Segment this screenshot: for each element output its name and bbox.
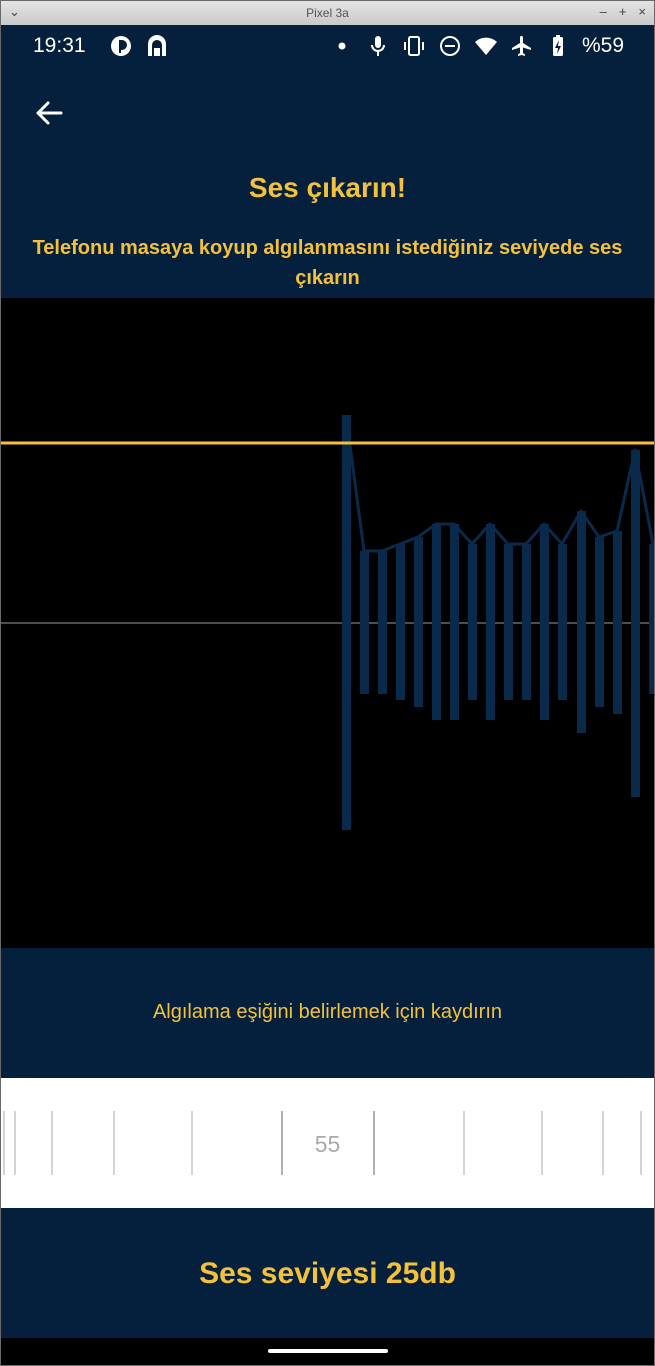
waveform-bar [486,524,495,720]
waveform-bar [432,524,441,720]
ruler-tick [541,1111,543,1175]
waveform-bar [396,544,405,700]
ruler-tick [113,1111,115,1175]
status-time: 19:31 [33,34,86,57]
ruler-tick [3,1111,5,1175]
maximize-icon[interactable]: + [618,4,627,19]
status-bar: 19:31 [1,25,654,67]
waveform-bar [360,551,369,694]
airplane-icon [511,36,531,56]
lock-arch-icon [148,35,166,56]
home-gesture-pill[interactable] [268,1349,388,1353]
close-icon[interactable]: × [638,4,646,19]
waveform-bar [558,544,567,700]
waveform-bar [504,544,513,700]
sound-waveform-graph [1,298,654,948]
dnd-icon [439,36,460,56]
waveform-bar [378,551,387,694]
ruler-tick [373,1111,375,1175]
data-saver-icon [111,36,131,56]
dot-icon [338,42,346,50]
vibrate-icon [403,36,424,56]
waveform-bar [649,544,654,694]
sound-level-label: Ses seviyesi 25db [199,1257,456,1290]
ruler-tick [640,1111,642,1175]
navigation-bar [1,1338,654,1365]
ruler-tick [281,1111,283,1175]
battery-charging-icon [552,35,563,56]
app-screen: 19:31 [1,25,654,1365]
wifi-icon [474,37,497,55]
window-titlebar: ⌄ Pixel 3a – + × [1,1,654,25]
minimize-icon[interactable]: – [599,4,607,19]
threshold-hint: Algılama eşiğini belirlemek için kaydırı… [152,1001,503,1023]
waveform-bar [468,544,477,700]
window-menu-chevron-icon[interactable]: ⌄ [9,4,20,19]
arrow-left-icon[interactable] [31,95,67,131]
threshold-ruler-slider[interactable]: 55 [1,1078,654,1208]
waveform-bar [414,537,423,707]
ruler-tick [191,1111,193,1175]
ruler-tick [602,1111,604,1175]
waveform-bar [540,524,549,720]
waveform-bar [450,524,459,720]
waveform-bar [631,450,640,797]
waveform-svg [1,414,654,830]
ruler-tick [463,1111,465,1175]
battery-percentage: %59 [581,34,624,57]
ruler-tick [14,1111,16,1175]
window-title: Pixel 3a [306,6,349,20]
waveform-bar [522,544,531,700]
page-subtitle: Telefonu masaya koyup algılanmasını iste… [32,237,623,289]
waveform-bar [595,537,604,707]
mic-icon [370,36,385,56]
waveform-bar [342,415,351,830]
waveform-envelope-line [344,414,654,553]
waveform-bar [613,531,622,714]
threshold-value: 55 [314,1131,341,1157]
waveform-bar [577,511,586,733]
page-title: Ses çıkarın! [248,172,407,203]
ruler-tick [51,1111,53,1175]
